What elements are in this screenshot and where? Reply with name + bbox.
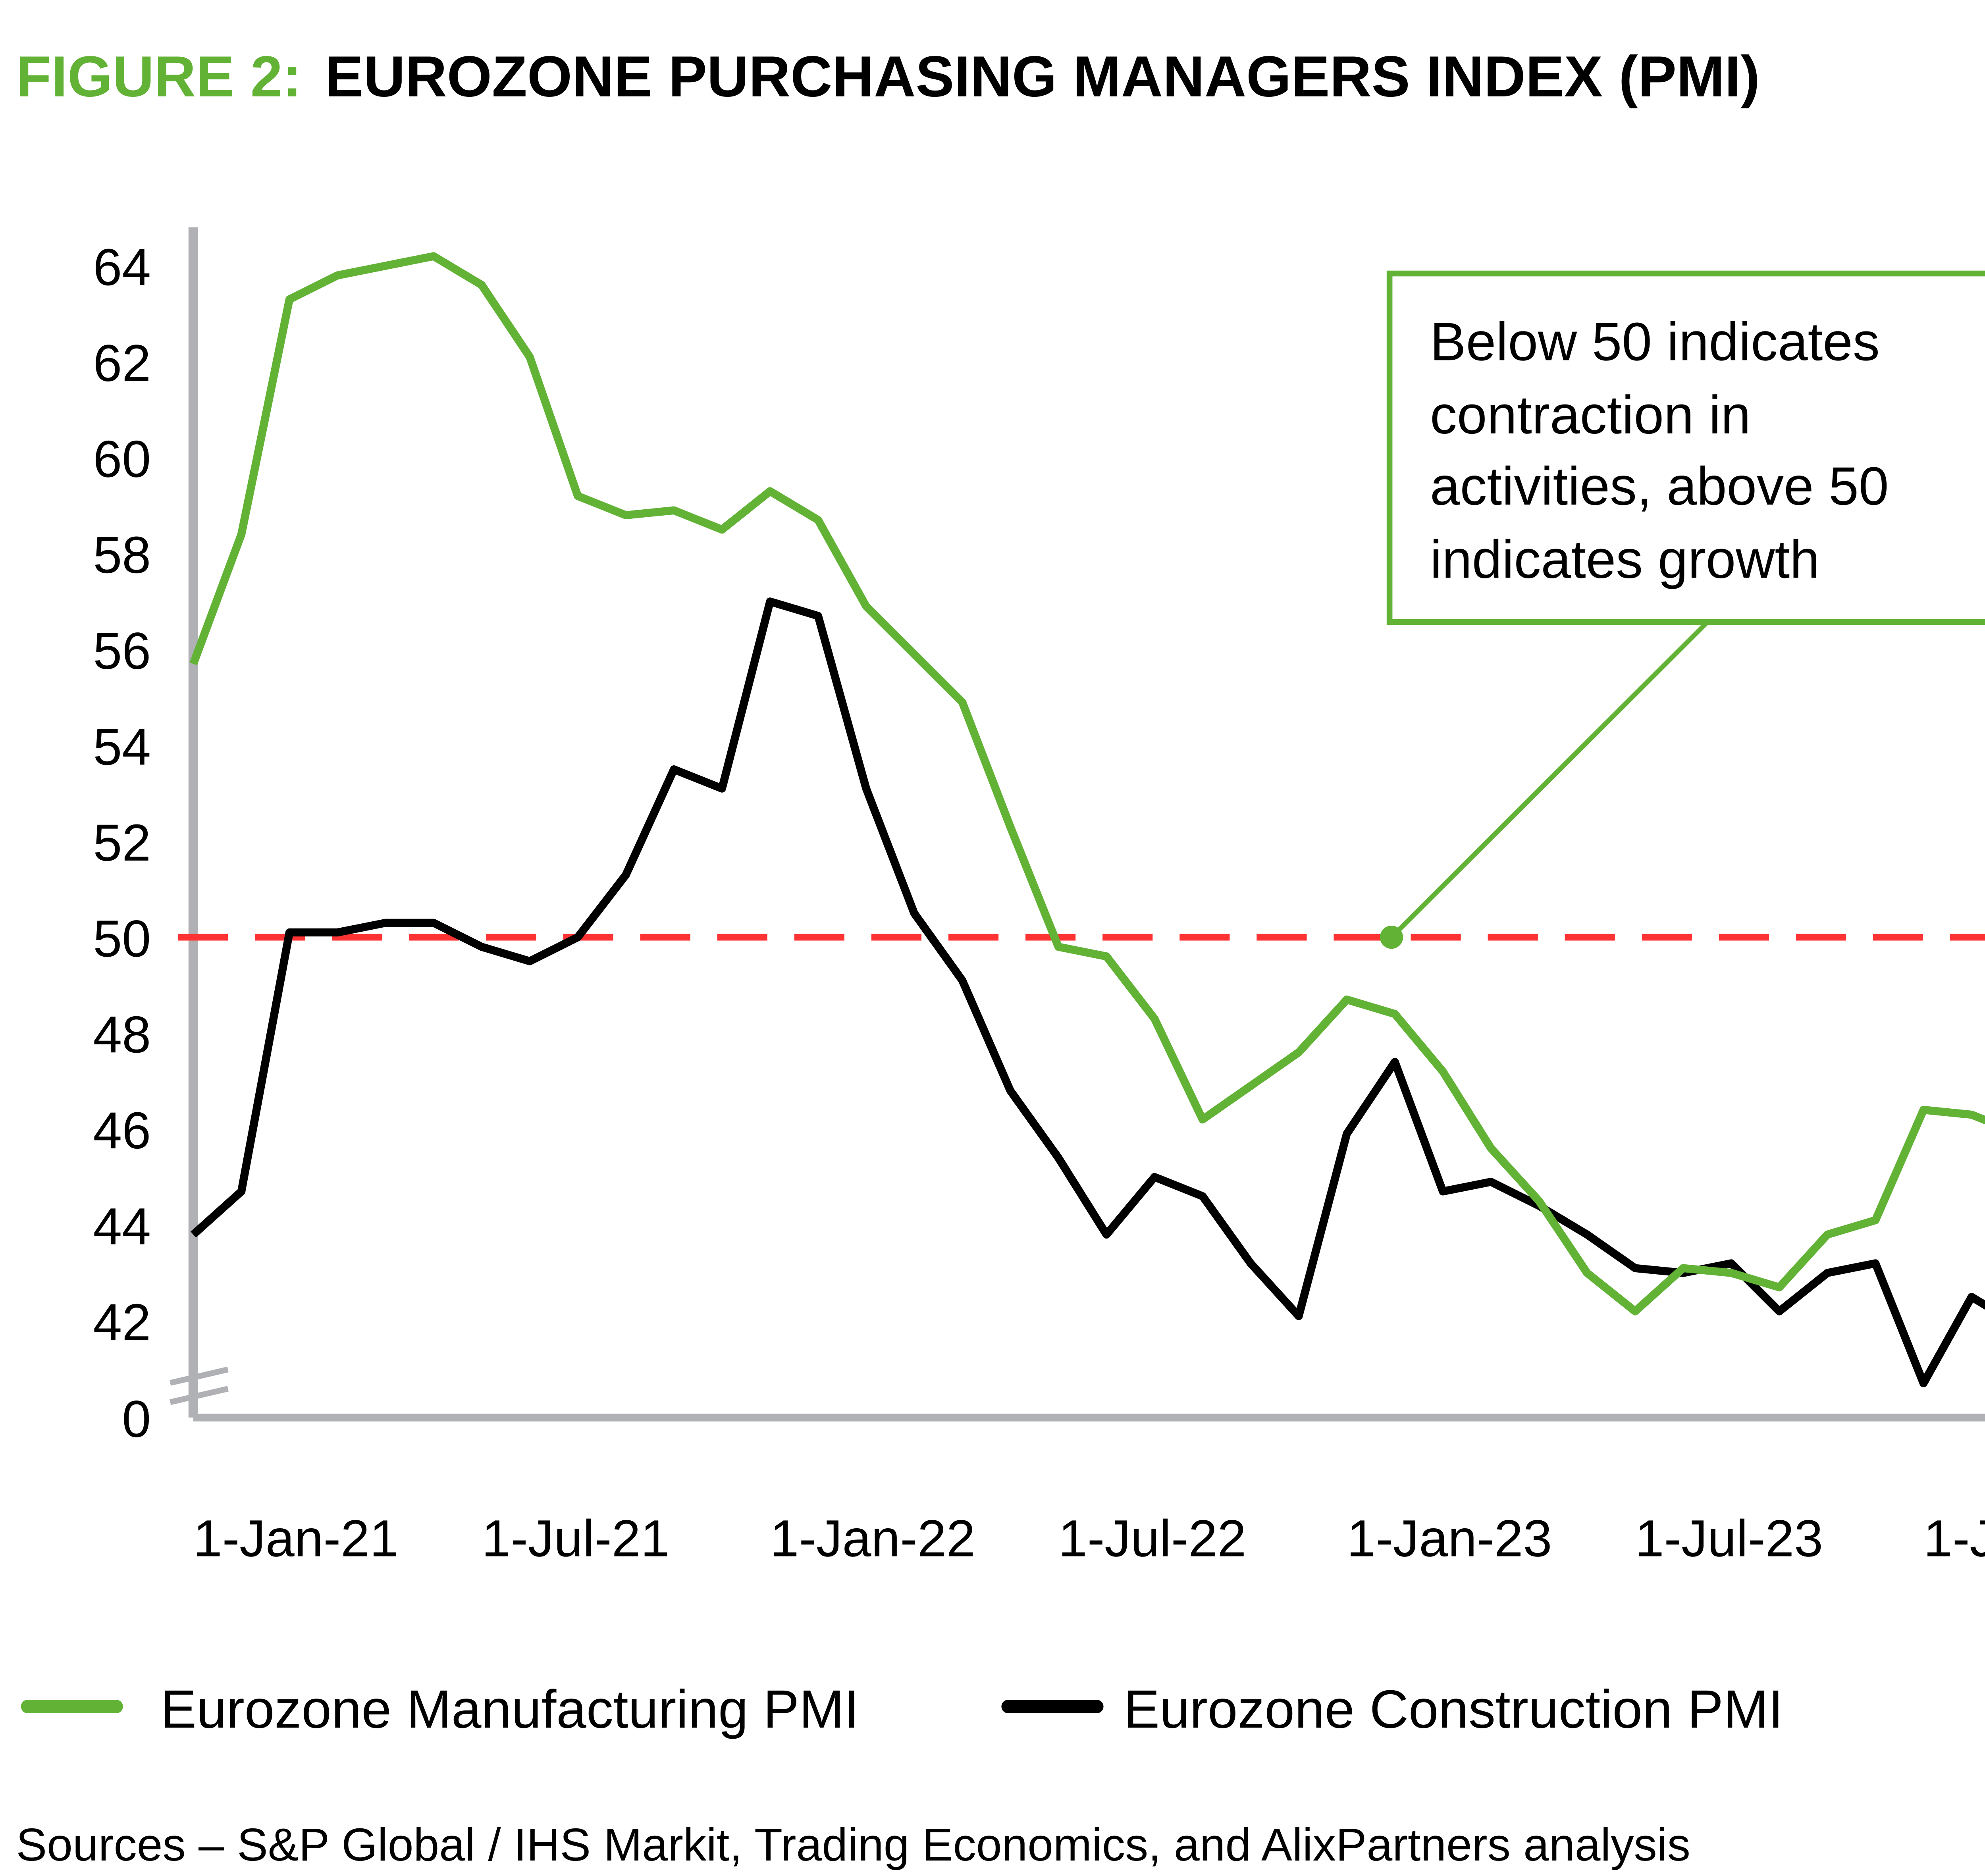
data-point xyxy=(241,534,242,535)
annotation-line: Below 50 indicates xyxy=(1430,311,1880,372)
legend-item-construction[interactable]: Eurozone Construction PMI xyxy=(1001,1679,1783,1739)
y-tick-label: 52 xyxy=(93,813,151,872)
plot-area: 42 44 46 48 50 52 54 56 58 60 62 64 0 1-Jan-21 1-Jul-… xyxy=(93,227,1985,1568)
data-point xyxy=(241,1191,242,1192)
y-tick-label: 54 xyxy=(93,717,151,776)
series-line-construction xyxy=(191,597,1985,1387)
y-tick-label: 56 xyxy=(93,622,151,680)
legend: Eurozone Manufacturing PMI Eurozone Cons… xyxy=(21,1679,1783,1739)
annotation-line: contraction in xyxy=(1430,385,1751,445)
y-tick-label: 50 xyxy=(93,909,151,968)
figure-title: FIGURE 2: EUROZONE PURCHASING MANAGERS I… xyxy=(16,44,1760,109)
y-tick-label: 58 xyxy=(93,526,151,584)
y-tick-label: 62 xyxy=(93,334,151,392)
data-point xyxy=(1106,956,1107,957)
callout-connector xyxy=(1390,620,1709,939)
y-tick-label: 48 xyxy=(93,1005,151,1063)
points-manufacturing xyxy=(193,256,1972,1312)
annotation-threshold-text: Below 50 indicates contraction in activi… xyxy=(1430,311,1904,589)
y-axis-break-icon xyxy=(170,1366,229,1405)
y-tick-label: 44 xyxy=(93,1197,151,1255)
x-tick-label: 1-Jan-24 xyxy=(1923,1509,1985,1568)
source-note: Sources – S&P Global / IHS Markit, Tradi… xyxy=(16,1819,1690,1870)
y-tick-label: 46 xyxy=(93,1101,151,1159)
x-tick-label: 1-Jan-22 xyxy=(770,1509,975,1568)
y-tick-label: 64 xyxy=(93,238,151,296)
x-tick-label: 1-Jan-23 xyxy=(1347,1509,1552,1568)
annotation-box xyxy=(1386,270,1985,625)
x-tick-label: 1-Jul-21 xyxy=(482,1509,669,1568)
points-construction xyxy=(193,601,1972,1384)
y-tick-label: 60 xyxy=(93,430,151,488)
y-tick-label-break: 0 xyxy=(122,1390,151,1448)
annotation-threshold: Below 50 indicates contraction in activi… xyxy=(1380,270,1985,949)
axis-break-mark xyxy=(170,1386,229,1405)
callout-anchor-dot xyxy=(1380,925,1403,949)
data-point xyxy=(289,299,290,300)
x-tick-label: 1-Jul-23 xyxy=(1635,1509,1823,1568)
x-axis-ticks: 1-Jan-21 1-Jul-21 1-Jan-22 1-Jul-22 1-Jan-23… xyxy=(193,1509,1985,1568)
annotation-line: indicates growth xyxy=(1430,529,1820,589)
figure-label: FIGURE 2: xyxy=(16,44,302,109)
legend-item-manufacturing[interactable]: Eurozone Manufacturing PMI xyxy=(21,1679,859,1739)
legend-label-construction: Eurozone Construction PMI xyxy=(1124,1679,1783,1739)
figure-title-text: EUROZONE PURCHASING MANAGERS INDEX (PMI) xyxy=(325,44,1760,109)
x-tick-label: 1-Jan-21 xyxy=(193,1509,399,1568)
y-tick-label: 42 xyxy=(93,1293,151,1351)
y-axis-ticks: 42 44 46 48 50 52 54 56 58 60 62 64 0 xyxy=(93,238,151,1448)
annotation-line: activities, above 50 xyxy=(1430,456,1889,516)
axis-break-mark xyxy=(170,1366,229,1386)
data-point xyxy=(1875,1263,1876,1264)
x-tick-label: 1-Jul-22 xyxy=(1058,1509,1246,1568)
legend-label-manufacturing: Eurozone Manufacturing PMI xyxy=(160,1679,859,1739)
